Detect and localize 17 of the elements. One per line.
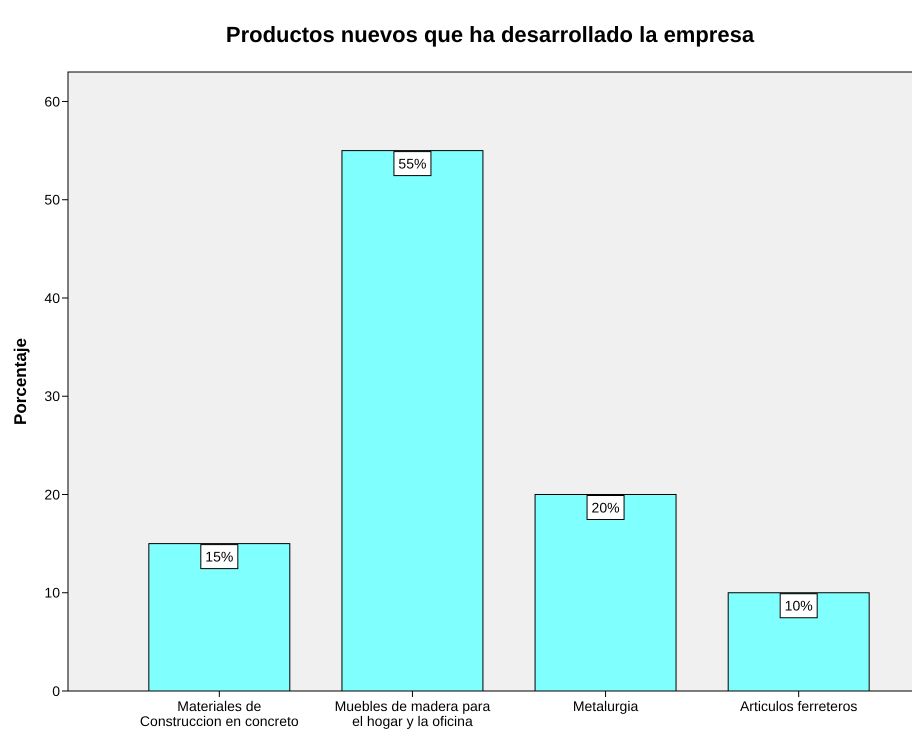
y-tick-label: 30 <box>44 388 60 404</box>
data-label: 15% <box>205 548 234 565</box>
y-tick-label: 50 <box>44 192 60 208</box>
y-axis-title: Porcentaje <box>11 338 30 425</box>
y-tick-label: 40 <box>44 290 60 306</box>
x-tick-label: Articulos ferreteros <box>740 698 858 714</box>
chart-title: Productos nuevos que ha desarrollado la empresa <box>226 22 755 47</box>
x-tick-label: Muebles de madera para el hogar y la oficina <box>334 698 490 729</box>
data-label: 10% <box>784 598 813 614</box>
x-tick-label: Metalurgia <box>572 698 638 714</box>
y-tick-label: 10 <box>44 584 60 601</box>
data-label: 20% <box>592 499 620 516</box>
data-label: 55% <box>398 156 426 172</box>
y-tick-label: 60 <box>44 93 60 110</box>
x-tick-label: Materiales de Construccion en concreto <box>140 698 299 729</box>
y-tick-label: 0 <box>52 683 60 699</box>
y-tick-label: 20 <box>44 486 60 502</box>
